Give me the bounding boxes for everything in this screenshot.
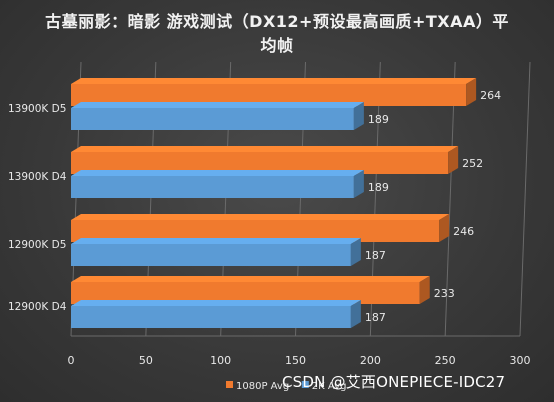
bar-top [71,214,450,220]
gridline [444,61,456,337]
x-tick-label: 250 [435,354,456,367]
legend-swatch [301,381,309,388]
bar: 189 [71,102,389,130]
bar: 189 [71,170,389,198]
x-tick-labels: 0 50 100 150 200 250 300 [68,354,531,367]
x-tick-label: 50 [139,354,153,367]
bar: 264 [71,78,501,106]
data-label: 264 [480,89,501,102]
bar-side [466,78,477,106]
legend: 1080P Avg 2K Avg [226,381,346,392]
bar-top [71,170,364,176]
bar: 233 [71,276,455,304]
category-label: 13900K D5 [8,103,66,115]
bar-front [71,220,440,242]
x-tick-label: 200 [360,354,381,367]
data-label: 189 [368,113,389,126]
bar-side [439,214,450,242]
bar-front [71,306,351,328]
x-tick-label: 300 [510,354,531,367]
bar-top [71,102,364,108]
gridline [519,61,531,337]
bar-top [71,238,361,244]
bar-front [71,152,449,174]
watermark: CSDN @艾西ONEPIECE-IDC27 [282,373,506,391]
bars: 264 189 252 189 246 187 233 187 [71,78,501,328]
bar-side [419,276,430,304]
data-label: 187 [365,249,386,262]
category-labels: 13900K D5 13900K D4 12900K D5 12900K D4 [8,103,67,313]
legend-label: 2K Avg [312,381,347,392]
bar: 252 [71,146,483,174]
bar-side [350,238,361,266]
bar-front [71,84,467,106]
data-label: 233 [434,287,455,300]
bar-top [71,300,361,306]
category-label: 13900K D4 [8,171,67,183]
bar-front [71,282,420,304]
data-label: 187 [365,311,386,324]
bar-top [71,78,477,84]
x-tick-label: 150 [285,354,306,367]
chart-title: 古墓丽影：暗影 游戏测试（DX12+预设最高画质+TXAA）平均帧 [45,12,509,55]
bar-top [71,276,430,282]
legend-label: 1080P Avg [236,381,289,392]
data-label: 252 [462,157,483,170]
bar-front [71,244,351,266]
data-label: 246 [453,225,474,238]
bar-front [71,108,354,130]
data-label: 189 [368,181,389,194]
bar: 246 [71,214,474,242]
bar-side [353,102,364,130]
x-tick-label: 100 [210,354,231,367]
bar-side [350,300,361,328]
bar-side [353,170,364,198]
bar-front [71,176,354,198]
bar-top [71,146,459,152]
bar-side [448,146,459,174]
category-label: 12900K D4 [8,301,67,313]
bar: 187 [71,300,386,328]
bar: 187 [71,238,386,266]
category-label: 12900K D5 [8,239,66,251]
x-tick-label: 0 [68,354,75,367]
legend-swatch [226,381,233,388]
